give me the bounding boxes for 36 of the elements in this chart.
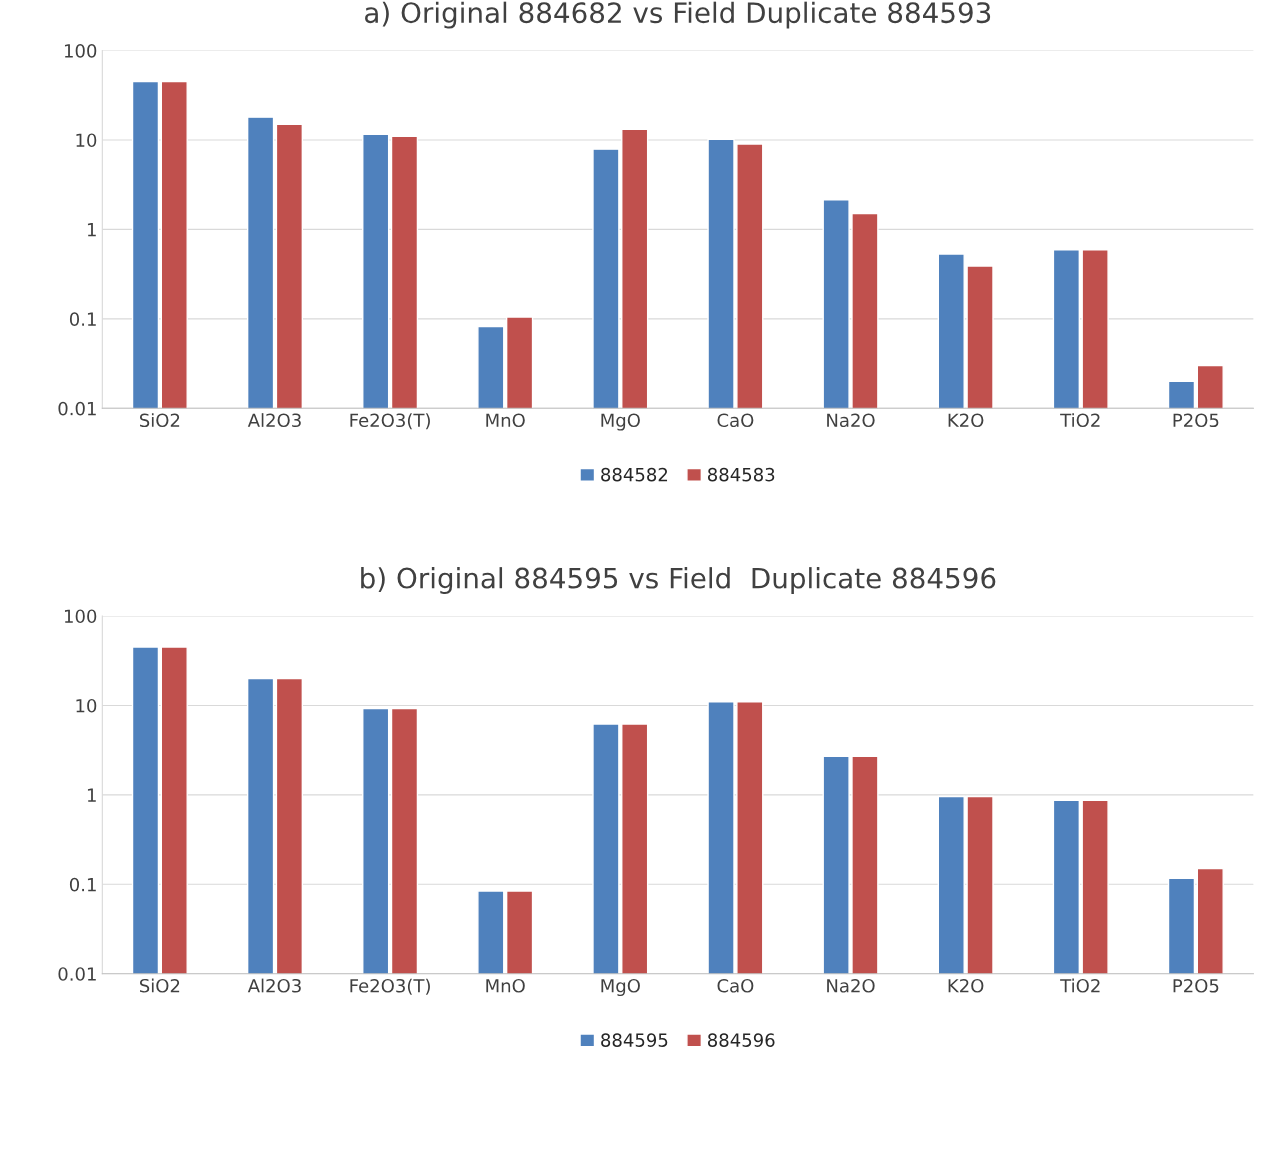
y-tick-label: 1 (87, 223, 96, 237)
x-tick-label: MnO (486, 978, 525, 993)
y-tick-label: 10 (76, 133, 97, 148)
chart-title: a) Original 884682 vs Field Duplicate 884593 (365, 1, 991, 29)
x-tick-label: P2O5 (1173, 978, 1219, 993)
y-tick-label: 10 (76, 698, 97, 713)
x-tick-label: SiO2 (139, 413, 180, 428)
y-tick-label: 0.01 (58, 967, 96, 981)
x-tick-label: MnO (486, 413, 525, 428)
x-tick-label: TiO2 (1060, 978, 1100, 993)
x-tick-label: Al2O3 (247, 978, 301, 993)
x-tick-label: Fe2O3(T) (350, 978, 430, 995)
x-tick-label: MgO (601, 413, 640, 431)
legend-label: 884583 (707, 467, 775, 482)
x-tick-label: Fe2O3(T) (350, 413, 430, 430)
y-tick-label: 0.1 (69, 312, 96, 326)
legend-label: 884582 (601, 467, 668, 482)
y-tick-label: 100 (64, 609, 97, 624)
x-tick-label: MgO (601, 978, 640, 997)
x-tick-label: Na2O (827, 413, 875, 428)
legend-label: 884596 (707, 1033, 775, 1047)
x-tick-label: CaO (717, 978, 754, 993)
y-tick-label: 0.01 (58, 401, 96, 416)
x-tick-label: Al2O3 (247, 413, 301, 428)
y-tick-label: 0.1 (69, 877, 96, 892)
x-tick-label: Na2O (827, 978, 875, 993)
x-tick-label: P2O5 (1173, 413, 1219, 428)
chart-title: b) Original 884595 vs Field Duplicate 884596 (361, 567, 996, 594)
x-tick-label: SiO2 (139, 978, 180, 993)
y-tick-label: 100 (64, 44, 97, 58)
x-tick-label: CaO (717, 413, 754, 428)
y-tick-label: 1 (87, 788, 96, 802)
legend-label: 884595 (601, 1033, 668, 1047)
x-tick-label: K2O (948, 978, 984, 993)
x-tick-label: TiO2 (1060, 413, 1100, 428)
x-tick-label: K2O (948, 413, 984, 428)
